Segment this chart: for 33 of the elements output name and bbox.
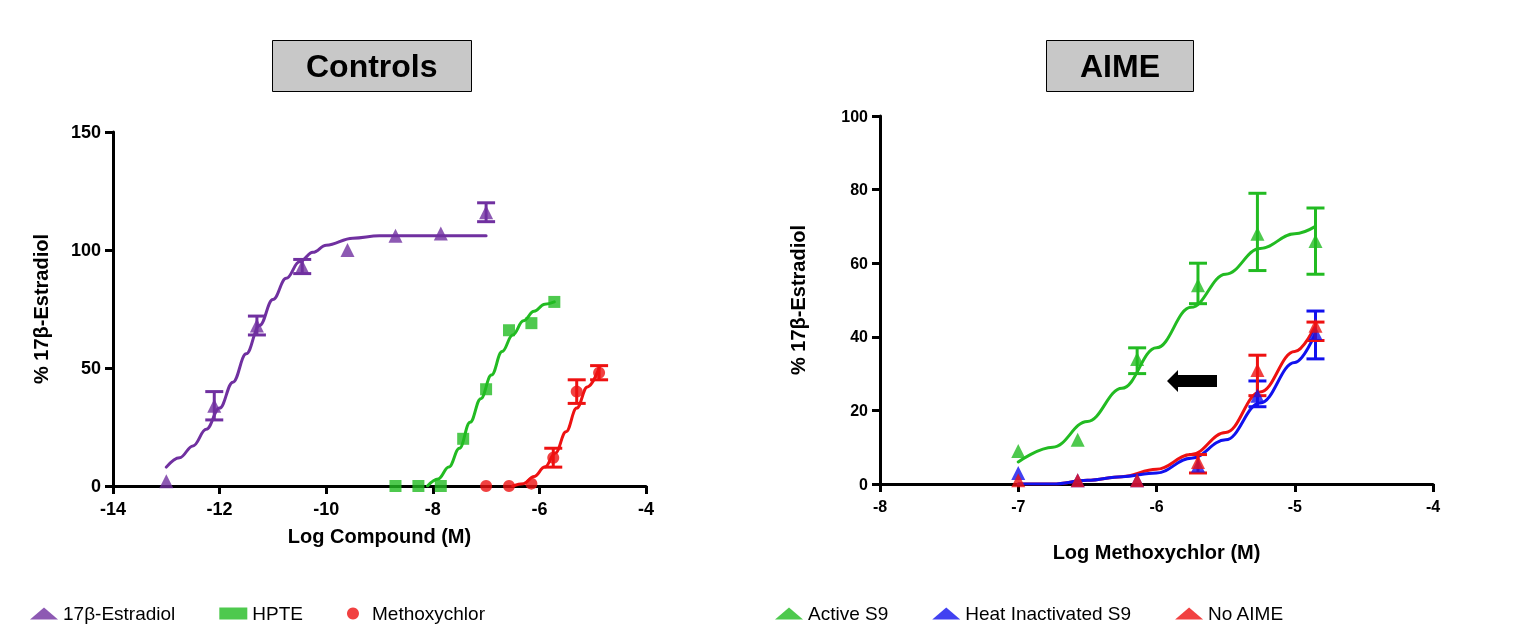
chart-title: AIME — [1080, 48, 1160, 84]
y-tick-label: 20 — [850, 401, 869, 419]
x-tick-label: -8 — [424, 499, 441, 519]
y-tick-label: 60 — [850, 254, 869, 272]
x-tick-label: -6 — [531, 499, 548, 519]
chart-title: Controls — [306, 48, 438, 84]
x-tick-label: -7 — [1011, 497, 1026, 515]
y-tick-label: 0 — [90, 476, 101, 496]
x-tick-label: -4 — [637, 499, 655, 519]
y-tick-label: 50 — [80, 358, 101, 378]
legend-label: Active S9 — [808, 603, 889, 624]
y-tick-label: 100 — [70, 240, 101, 260]
x-axis-title: Log Methoxychlor (M) — [1052, 541, 1261, 563]
x-tick-label: -10 — [313, 499, 340, 519]
x-tick-label: -4 — [1425, 497, 1441, 515]
y-tick-label: 0 — [859, 475, 869, 493]
x-tick-label: -8 — [872, 497, 888, 515]
y-axis-title: % 17β-Estradiol — [787, 224, 809, 376]
x-tick-label: -12 — [206, 499, 233, 519]
y-tick-label: 40 — [850, 328, 869, 346]
x-axis-title: Log Compound (M) — [287, 525, 472, 547]
y-tick-label: 150 — [70, 122, 101, 142]
x-tick-label: -14 — [99, 499, 127, 519]
x-tick-label: -5 — [1287, 497, 1302, 515]
legend-label: Methoxychlor — [371, 603, 486, 624]
x-tick-label: -6 — [1149, 497, 1164, 515]
legend-label: HPTE — [252, 603, 303, 624]
legend-label: 17β-Estradiol — [63, 603, 176, 624]
y-tick-label: 100 — [841, 107, 869, 125]
y-tick-label: 80 — [850, 181, 869, 199]
legend-label: Heat Inactivated S9 — [965, 603, 1132, 624]
y-axis-title: % 17β-Estradiol — [30, 233, 52, 385]
legend-label: No AIME — [1208, 603, 1284, 624]
